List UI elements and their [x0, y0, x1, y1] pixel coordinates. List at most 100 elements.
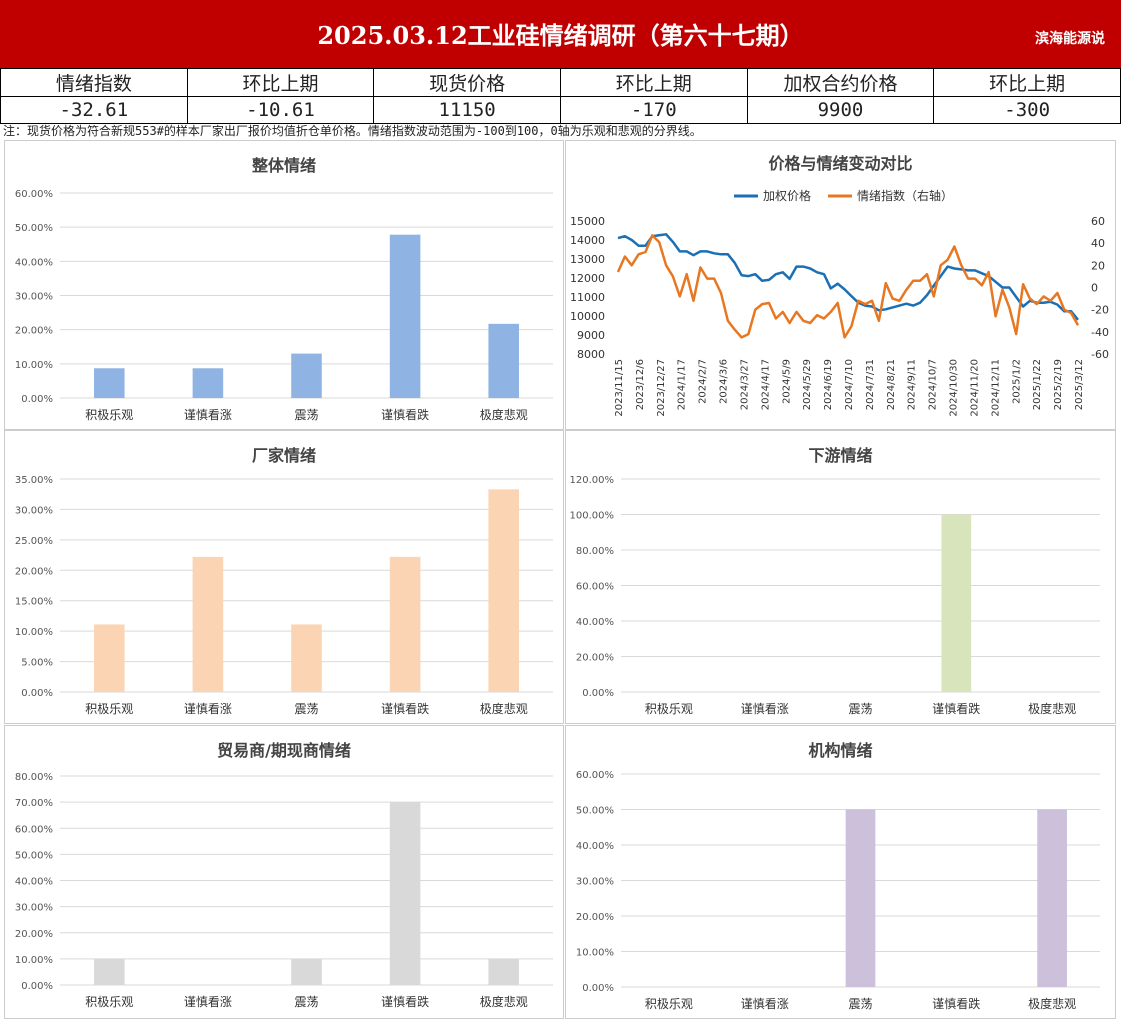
metrics-label-row: 情绪指数 环比上期 现货价格 环比上期 加权合约价格 环比上期: [0, 68, 1121, 97]
chart-title: 价格与情绪变动对比: [768, 154, 912, 173]
x-tick-label: 谨慎看跌: [381, 994, 429, 1009]
y-tick-label: 30.00%: [15, 505, 53, 516]
y-tick-label: 5.00%: [21, 658, 53, 669]
x-tick-label: 2024/4/17: [760, 359, 771, 410]
y-tick-label: 80.00%: [576, 546, 614, 557]
x-tick-label: 谨慎看涨: [741, 701, 789, 716]
bar: [291, 958, 322, 985]
x-tick-label: 2024/5/29: [802, 359, 813, 410]
y-tick-label: 0.00%: [582, 983, 614, 994]
y-tick-label: 10.00%: [15, 955, 53, 966]
y-tick-label: 30.00%: [15, 903, 53, 914]
bar: [291, 624, 322, 692]
bar: [488, 323, 519, 398]
series-line: [617, 233, 1079, 321]
factory-sentiment-chart: 厂家情绪 0.00% 5.00% 10.00% 15.00% 20.00% 25.00% 30…: [15, 446, 553, 716]
y-tick-label: 20.00%: [15, 566, 53, 577]
x-tick-label: 2024/7/10: [844, 359, 855, 410]
x-tick-label: 震荡: [294, 702, 318, 716]
bar: [941, 514, 972, 692]
price-sentiment-panel: 价格与情绪变动对比加权价格 情绪指数（右轴） 8000 9000 10000 11000 1…: [565, 140, 1116, 430]
x-tick-label: 极度悲观: [480, 994, 528, 1009]
legend-label: 情绪指数（右轴）: [857, 188, 953, 203]
left-axis-tick-label: 10000: [570, 310, 605, 323]
bar: [192, 556, 224, 692]
page-title: 2025.03.12工业硅情绪调研（第六十七期）: [317, 21, 804, 50]
metric-value: -10.61: [186, 96, 375, 124]
overall-sentiment-panel: 整体情绪 0.00% 10.00% 20.00% 30.00% 40.00% 50.00% 6…: [4, 140, 564, 430]
metric-label: 环比上期: [559, 68, 748, 97]
left-axis-tick-label: 11000: [570, 291, 605, 304]
bar: [94, 958, 125, 985]
right-axis-tick-label: -60: [1091, 348, 1109, 361]
y-tick-label: 20.00%: [576, 653, 614, 664]
x-tick-label: 谨慎看涨: [184, 407, 232, 422]
y-tick-label: 100.00%: [570, 511, 615, 522]
right-axis-tick-label: 40: [1091, 237, 1105, 250]
x-tick-label: 2024/5/9: [781, 359, 792, 404]
x-tick-label: 2025/3/12: [1074, 359, 1085, 410]
bar: [488, 489, 519, 692]
x-tick-label: 积极乐观: [85, 408, 133, 422]
y-tick-label: 40.00%: [15, 877, 53, 888]
downstream-sentiment-panel: 下游情绪 0.00% 20.00% 40.00% 60.00% 80.00% 100.00%…: [565, 430, 1116, 724]
y-tick-label: 50.00%: [576, 806, 614, 817]
chart-title: 贸易商/期现商情绪: [217, 741, 351, 760]
chart-title: 整体情绪: [251, 156, 316, 175]
y-tick-label: 10.00%: [15, 627, 53, 638]
x-tick-label: 2024/3/27: [739, 359, 750, 410]
x-tick-label: 2024/1/17: [677, 359, 688, 410]
left-axis-tick-label: 12000: [570, 272, 605, 285]
bar: [1037, 809, 1067, 987]
header-banner: 2025.03.12工业硅情绪调研（第六十七期） 滨海能源说: [0, 0, 1121, 68]
x-tick-label: 谨慎看跌: [932, 996, 980, 1011]
y-tick-label: 60.00%: [576, 582, 614, 593]
bar: [845, 809, 876, 987]
chart-title: 机构情绪: [808, 741, 872, 760]
trader-sentiment-panel: 贸易商/期现商情绪 0.00% 10.00% 20.00% 30.00% 40.00% 50…: [4, 725, 564, 1019]
right-axis-tick-label: 0: [1091, 282, 1098, 295]
y-tick-label: 10.00%: [576, 948, 614, 959]
y-tick-label: 20.00%: [15, 326, 53, 337]
chart-title: 厂家情绪: [252, 446, 316, 465]
y-tick-label: 70.00%: [15, 798, 53, 809]
y-tick-label: 0.00%: [21, 688, 53, 699]
x-tick-label: 积极乐观: [85, 995, 133, 1009]
bar: [192, 368, 224, 398]
x-tick-label: 谨慎看涨: [741, 996, 789, 1011]
x-tick-label: 谨慎看跌: [381, 701, 429, 716]
x-tick-label: 2024/11/20: [969, 359, 980, 417]
metrics-value-row: -32.61 -10.61 11150 -170 9900 -300: [0, 96, 1121, 124]
institution-sentiment-panel: 机构情绪 0.00% 10.00% 20.00% 30.00% 40.00% 50.00% 6…: [565, 725, 1116, 1019]
x-tick-label: 极度悲观: [1028, 996, 1076, 1011]
metric-label: 环比上期: [933, 68, 1121, 97]
x-tick-label: 极度悲观: [1028, 701, 1076, 716]
legend-label: 加权价格: [763, 188, 811, 203]
x-tick-label: 2024/3/6: [719, 359, 730, 404]
bar: [94, 624, 125, 692]
source-label: 滨海能源说: [1035, 31, 1105, 47]
left-axis-tick-label: 9000: [577, 329, 605, 342]
overall-sentiment-chart: 整体情绪 0.00% 10.00% 20.00% 30.00% 40.00% 50.00% 6…: [15, 156, 553, 422]
y-tick-label: 10.00%: [15, 360, 53, 371]
y-tick-label: 0.00%: [21, 981, 53, 992]
y-tick-label: 50.00%: [15, 223, 53, 234]
x-tick-label: 2025/2/19: [1053, 359, 1064, 410]
y-tick-label: 30.00%: [576, 877, 614, 888]
metric-label: 环比上期: [186, 68, 375, 97]
metric-label: 现货价格: [373, 68, 561, 97]
x-tick-label: 2025/1/2: [1011, 359, 1022, 404]
left-axis-tick-label: 13000: [570, 253, 605, 266]
y-tick-label: 60.00%: [15, 824, 53, 835]
x-tick-label: 震荡: [848, 997, 872, 1011]
left-axis-tick-label: 8000: [577, 348, 605, 361]
bar: [488, 958, 519, 985]
metric-value: -300: [933, 96, 1121, 124]
x-tick-label: 2024/10/30: [949, 359, 960, 417]
y-tick-label: 50.00%: [15, 850, 53, 861]
x-tick-label: 极度悲观: [480, 701, 528, 716]
y-tick-label: 15.00%: [15, 597, 53, 608]
x-tick-label: 2023/11/15: [614, 359, 625, 417]
y-tick-label: 0.00%: [582, 688, 614, 699]
y-tick-label: 40.00%: [15, 257, 53, 268]
